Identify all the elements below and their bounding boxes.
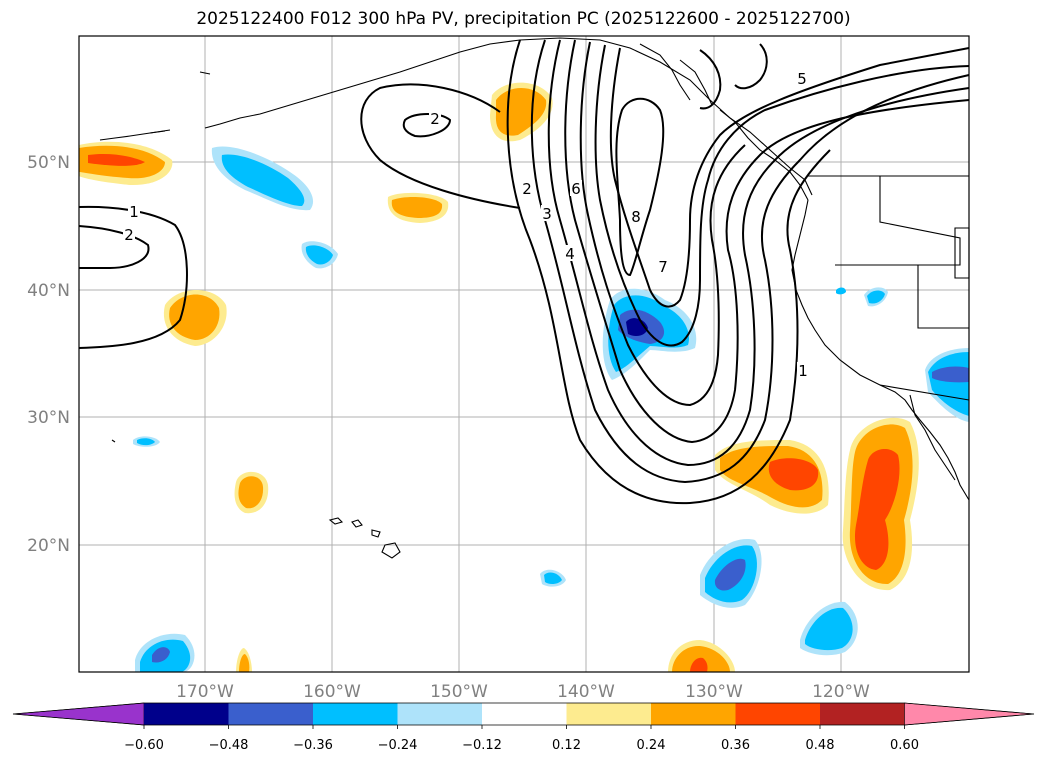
contour-label: 6 (571, 180, 581, 198)
colorbar-tick-label: 0.60 (890, 738, 919, 753)
lat-label: 30°N (27, 408, 70, 428)
colorbar: −0.60 −0.48 −0.36 −0.24 −0.12 0.12 0.24 … (12, 702, 1035, 753)
colorbar-segment (397, 703, 482, 725)
colorbar-tick-label: −0.48 (209, 738, 249, 753)
contour-label: 5 (797, 70, 807, 88)
colorbar-segment (651, 703, 736, 725)
colorbar-extend-low (12, 702, 145, 726)
colorbar-tick-label: −0.36 (293, 738, 333, 753)
contour-label: 8 (631, 208, 641, 226)
colorbar-extend-high (904, 702, 1035, 726)
lat-label: 50°N (27, 153, 70, 173)
contour-label: 2 (124, 226, 134, 244)
contour-labels: 1 2 2 2 3 4 6 8 7 1 5 (123, 70, 809, 380)
colorbar-segment (820, 703, 905, 725)
colorbar-tick-label: 0.48 (806, 738, 835, 753)
lon-label: 160°W (303, 682, 361, 702)
pv-contours (78, 39, 970, 505)
contour-label: 1 (129, 203, 139, 221)
lon-label: 140°W (557, 682, 615, 702)
colorbar-tick-label: −0.12 (462, 738, 502, 753)
colorbar-tick-label: 0.12 (552, 738, 581, 753)
contour-label: 1 (798, 362, 808, 380)
colorbar-tick-label: 0.36 (721, 738, 750, 753)
lat-label: 40°N (27, 281, 70, 301)
lon-label: 170°W (176, 682, 234, 702)
colorbar-segment (144, 703, 229, 725)
contour-label: 4 (565, 245, 575, 263)
colorbar-tick-label: −0.60 (124, 738, 164, 753)
colorbar-segment (735, 703, 820, 725)
lon-label: 120°W (812, 682, 870, 702)
colorbar-segment (228, 703, 313, 725)
lat-label: 20°N (27, 536, 70, 556)
latitude-labels: 50°N 40°N 30°N 20°N (27, 153, 70, 556)
contour-label: 2 (522, 180, 532, 198)
map-background (79, 36, 969, 672)
contour-label: 3 (542, 205, 552, 223)
lon-label: 130°W (685, 682, 743, 702)
longitude-labels: 170°W 160°W 150°W 140°W 130°W 120°W (176, 682, 870, 702)
colorbar-segment (313, 703, 398, 725)
map-title: 2025122400 F012 300 hPa PV, precipitatio… (196, 9, 851, 29)
colorbar-tick-label: −0.24 (378, 738, 418, 753)
colorbar-segment (482, 703, 567, 725)
contour-label: 2 (430, 110, 440, 128)
colorbar-tick-label: 0.24 (637, 738, 666, 753)
map-gridlines (79, 36, 969, 672)
colorbar-segment (566, 703, 651, 725)
contour-label: 7 (658, 258, 668, 276)
map-frame (78, 35, 970, 673)
lon-label: 150°W (430, 682, 488, 702)
